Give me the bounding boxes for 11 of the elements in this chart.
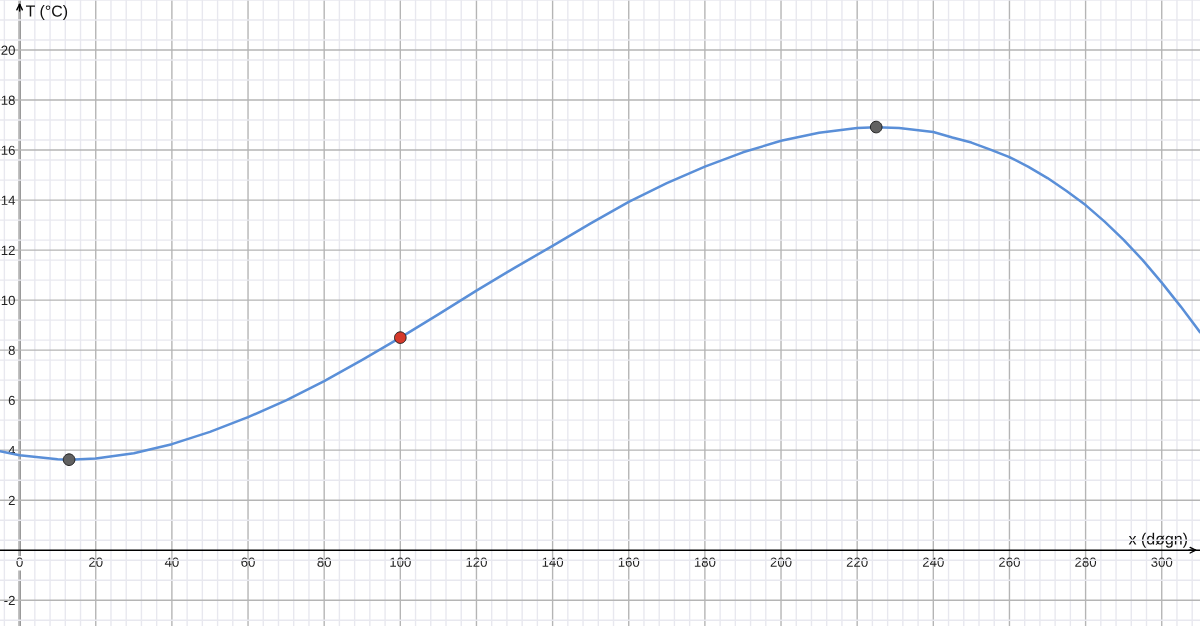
y-tick-label: 2 bbox=[8, 495, 15, 505]
y-tick-label: 18 bbox=[1, 95, 15, 105]
y-tick-label: 20 bbox=[1, 45, 15, 55]
y-axis-title: T (°C) bbox=[25, 5, 68, 20]
y-tick-label: -2 bbox=[4, 595, 15, 606]
y-tick-label: 14 bbox=[1, 195, 16, 205]
y-tick-label: 8 bbox=[8, 345, 15, 356]
y-tick-label: 6 bbox=[8, 395, 15, 406]
y-tick-label: 16 bbox=[1, 145, 15, 155]
y-tick-label: 12 bbox=[1, 245, 15, 255]
y-tick-label: 10 bbox=[1, 295, 15, 306]
